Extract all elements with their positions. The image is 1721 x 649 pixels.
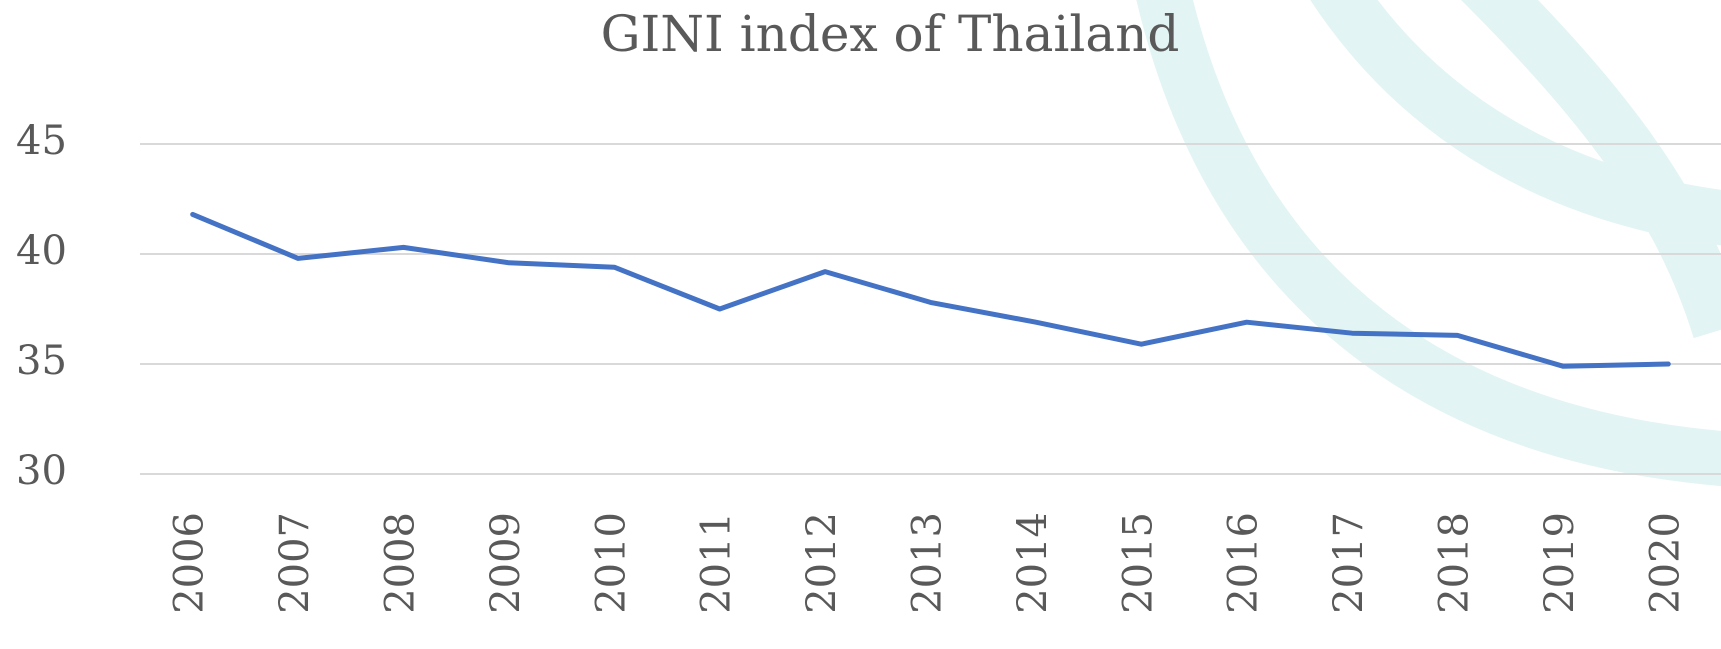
x-tick-label: 2014 [1010,512,1056,614]
y-tick-label: 30 [16,448,67,494]
x-tick-label: 2007 [272,512,318,614]
x-tick-label: 2009 [483,512,529,614]
x-tick-label: 2013 [905,512,951,614]
y-tick-label: 45 [16,118,67,164]
x-tick-label: 2016 [1221,512,1267,614]
x-tick-label: 2006 [167,512,213,614]
x-tick-label: 2020 [1642,512,1688,614]
x-tick-label: 2018 [1432,512,1478,614]
chart-title: GINI index of Thailand [601,5,1180,63]
x-tick-label: 2015 [1115,512,1161,614]
x-tick-label: 2011 [694,512,740,614]
y-tick-label: 35 [16,338,67,384]
y-tick-label: 40 [16,228,67,274]
x-tick-label: 2008 [378,512,424,614]
chart: GINI index of Thailand 30 35 40 45 2006 2007 2… [0,0,1721,649]
background-decoration [1160,0,1721,460]
x-tick-label: 2010 [588,512,634,614]
data-line [193,214,1669,366]
x-tick-label: 2019 [1537,512,1583,614]
x-tick-label: 2012 [799,512,845,614]
x-tick-label: 2017 [1326,512,1372,614]
